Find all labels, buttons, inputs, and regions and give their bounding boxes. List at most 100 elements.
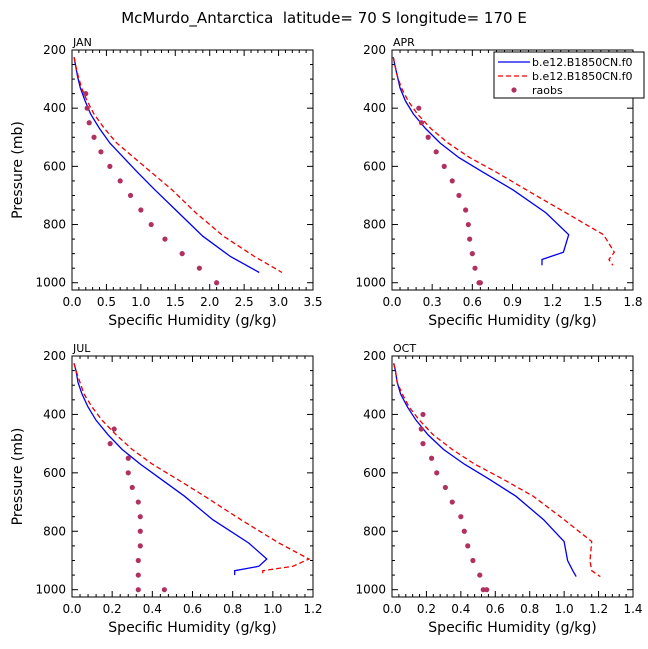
raobs-point bbox=[477, 280, 483, 286]
x-tick-label: 1.8 bbox=[623, 295, 642, 309]
raobs-point bbox=[449, 178, 455, 184]
raobs-point bbox=[179, 251, 185, 257]
raobs-point bbox=[135, 587, 141, 593]
x-tick-label: 0.2 bbox=[417, 602, 436, 616]
y-tick-label: 600 bbox=[43, 159, 66, 173]
raobs-point bbox=[111, 426, 117, 432]
raobs-point bbox=[472, 265, 478, 271]
raobs-point bbox=[148, 221, 154, 228]
legend-label: b.e12.B1850CN.f0 bbox=[532, 56, 633, 69]
x-tick-label: 0.2 bbox=[103, 602, 122, 616]
raobs-point bbox=[86, 120, 92, 126]
y-tick-label: 400 bbox=[363, 101, 386, 115]
x-tick-label: 0.0 bbox=[62, 295, 81, 309]
y-tick-label: 200 bbox=[43, 349, 66, 363]
x-tick-label: 2.0 bbox=[200, 295, 219, 309]
y-tick-label: 200 bbox=[363, 43, 386, 57]
y-tick-label: 400 bbox=[43, 101, 66, 115]
y-axis-label: Pressure (mb) bbox=[10, 121, 26, 219]
raobs-point bbox=[214, 280, 220, 286]
raobs-point bbox=[84, 105, 90, 111]
x-tick-label: 1.0 bbox=[555, 602, 574, 616]
x-tick-label: 1.2 bbox=[543, 295, 562, 309]
plot-frame bbox=[71, 355, 314, 598]
raobs-point bbox=[135, 572, 141, 578]
raobs-point bbox=[470, 557, 476, 564]
raobs-point bbox=[458, 514, 464, 520]
raobs-point bbox=[125, 455, 131, 461]
legend-label: b.e12.B1850CN.f0 bbox=[532, 70, 633, 83]
y-tick-label: 400 bbox=[43, 407, 66, 421]
raobs-point bbox=[449, 499, 455, 505]
panels: JAN 0.0 0.5 1.0 1.5 2.0 2.5 3.0 3.5 200 400 600 800 1… bbox=[10, 36, 643, 636]
x-tick-label: 0.4 bbox=[143, 602, 162, 616]
raobs-point bbox=[465, 221, 471, 228]
raobs-point bbox=[425, 134, 431, 140]
x-tick-label: 1.2 bbox=[303, 602, 322, 616]
series-line-dashed bbox=[392, 57, 616, 266]
x-tick-label: 0.6 bbox=[183, 602, 202, 616]
raobs-point bbox=[477, 572, 483, 578]
raobs-point bbox=[420, 411, 426, 418]
chart-title: McMurdo_Antarctica latitude= 70 S longit… bbox=[121, 9, 527, 28]
x-axis-label: Specific Humidity (g/kg) bbox=[428, 313, 596, 329]
legend-marker-dot bbox=[511, 87, 517, 93]
raobs-point bbox=[135, 557, 141, 564]
x-tick-label: 1.2 bbox=[589, 602, 608, 616]
x-axis-label: Specific Humidity (g/kg) bbox=[108, 313, 276, 329]
raobs-point bbox=[137, 543, 143, 549]
panel-jul: JUL 0.0 0.2 0.4 0.6 0.8 1.0 1.2 200 400 600 800 1000… bbox=[10, 342, 323, 636]
x-axis-label: Specific Humidity (g/kg) bbox=[428, 620, 596, 636]
plot-frame bbox=[71, 49, 314, 291]
raobs-point bbox=[441, 163, 447, 169]
raobs-point bbox=[418, 120, 425, 126]
series-line-dashed bbox=[73, 57, 283, 274]
x-axis-label: Specific Humidity (g/kg) bbox=[108, 620, 276, 636]
y-tick-label: 200 bbox=[43, 43, 66, 57]
x-tick-label: 0.3 bbox=[423, 295, 442, 309]
x-tick-label: 0.8 bbox=[520, 602, 539, 616]
raobs-point bbox=[162, 236, 168, 242]
y-tick-label: 800 bbox=[363, 218, 386, 232]
y-tick-label: 1000 bbox=[355, 276, 386, 290]
y-tick-label: 1000 bbox=[355, 583, 386, 597]
x-tick-label: 3.5 bbox=[303, 295, 322, 309]
raobs-point bbox=[129, 484, 135, 491]
raobs-point bbox=[467, 236, 473, 242]
raobs-point bbox=[420, 441, 426, 447]
raobs-point bbox=[127, 192, 134, 199]
raobs-point bbox=[442, 484, 448, 491]
x-tick-label: 0.0 bbox=[382, 295, 401, 309]
raobs-point bbox=[465, 543, 471, 549]
x-tick-label: 0.0 bbox=[62, 602, 81, 616]
x-tick-label: 1.0 bbox=[263, 602, 282, 616]
y-tick-label: 400 bbox=[363, 407, 386, 421]
y-tick-label: 800 bbox=[43, 218, 66, 232]
raobs-point bbox=[137, 528, 143, 534]
x-tick-label: 0.6 bbox=[463, 295, 482, 309]
raobs-point bbox=[137, 514, 143, 520]
series-line-solid bbox=[393, 363, 577, 577]
y-tick-label: 600 bbox=[43, 466, 66, 480]
panel-label: APR bbox=[393, 36, 415, 49]
plot-frame bbox=[391, 355, 634, 598]
raobs-point bbox=[117, 178, 123, 184]
raobs-point bbox=[469, 251, 475, 257]
raobs-point bbox=[125, 470, 131, 476]
raobs-point bbox=[161, 587, 167, 593]
x-tick-label: 3.0 bbox=[269, 295, 288, 309]
raobs-point bbox=[83, 91, 89, 97]
y-tick-label: 800 bbox=[43, 524, 66, 538]
series-line-dashed bbox=[73, 363, 311, 576]
x-tick-label: 0.4 bbox=[451, 602, 470, 616]
raobs-point bbox=[416, 105, 422, 111]
raobs-point bbox=[480, 587, 486, 593]
y-tick-label: 600 bbox=[363, 159, 386, 173]
raobs-point bbox=[138, 207, 144, 213]
legend-label: raobs bbox=[532, 84, 563, 97]
raobs-point bbox=[461, 528, 467, 534]
y-tick-label: 1000 bbox=[35, 276, 66, 290]
raobs-point bbox=[418, 426, 424, 432]
